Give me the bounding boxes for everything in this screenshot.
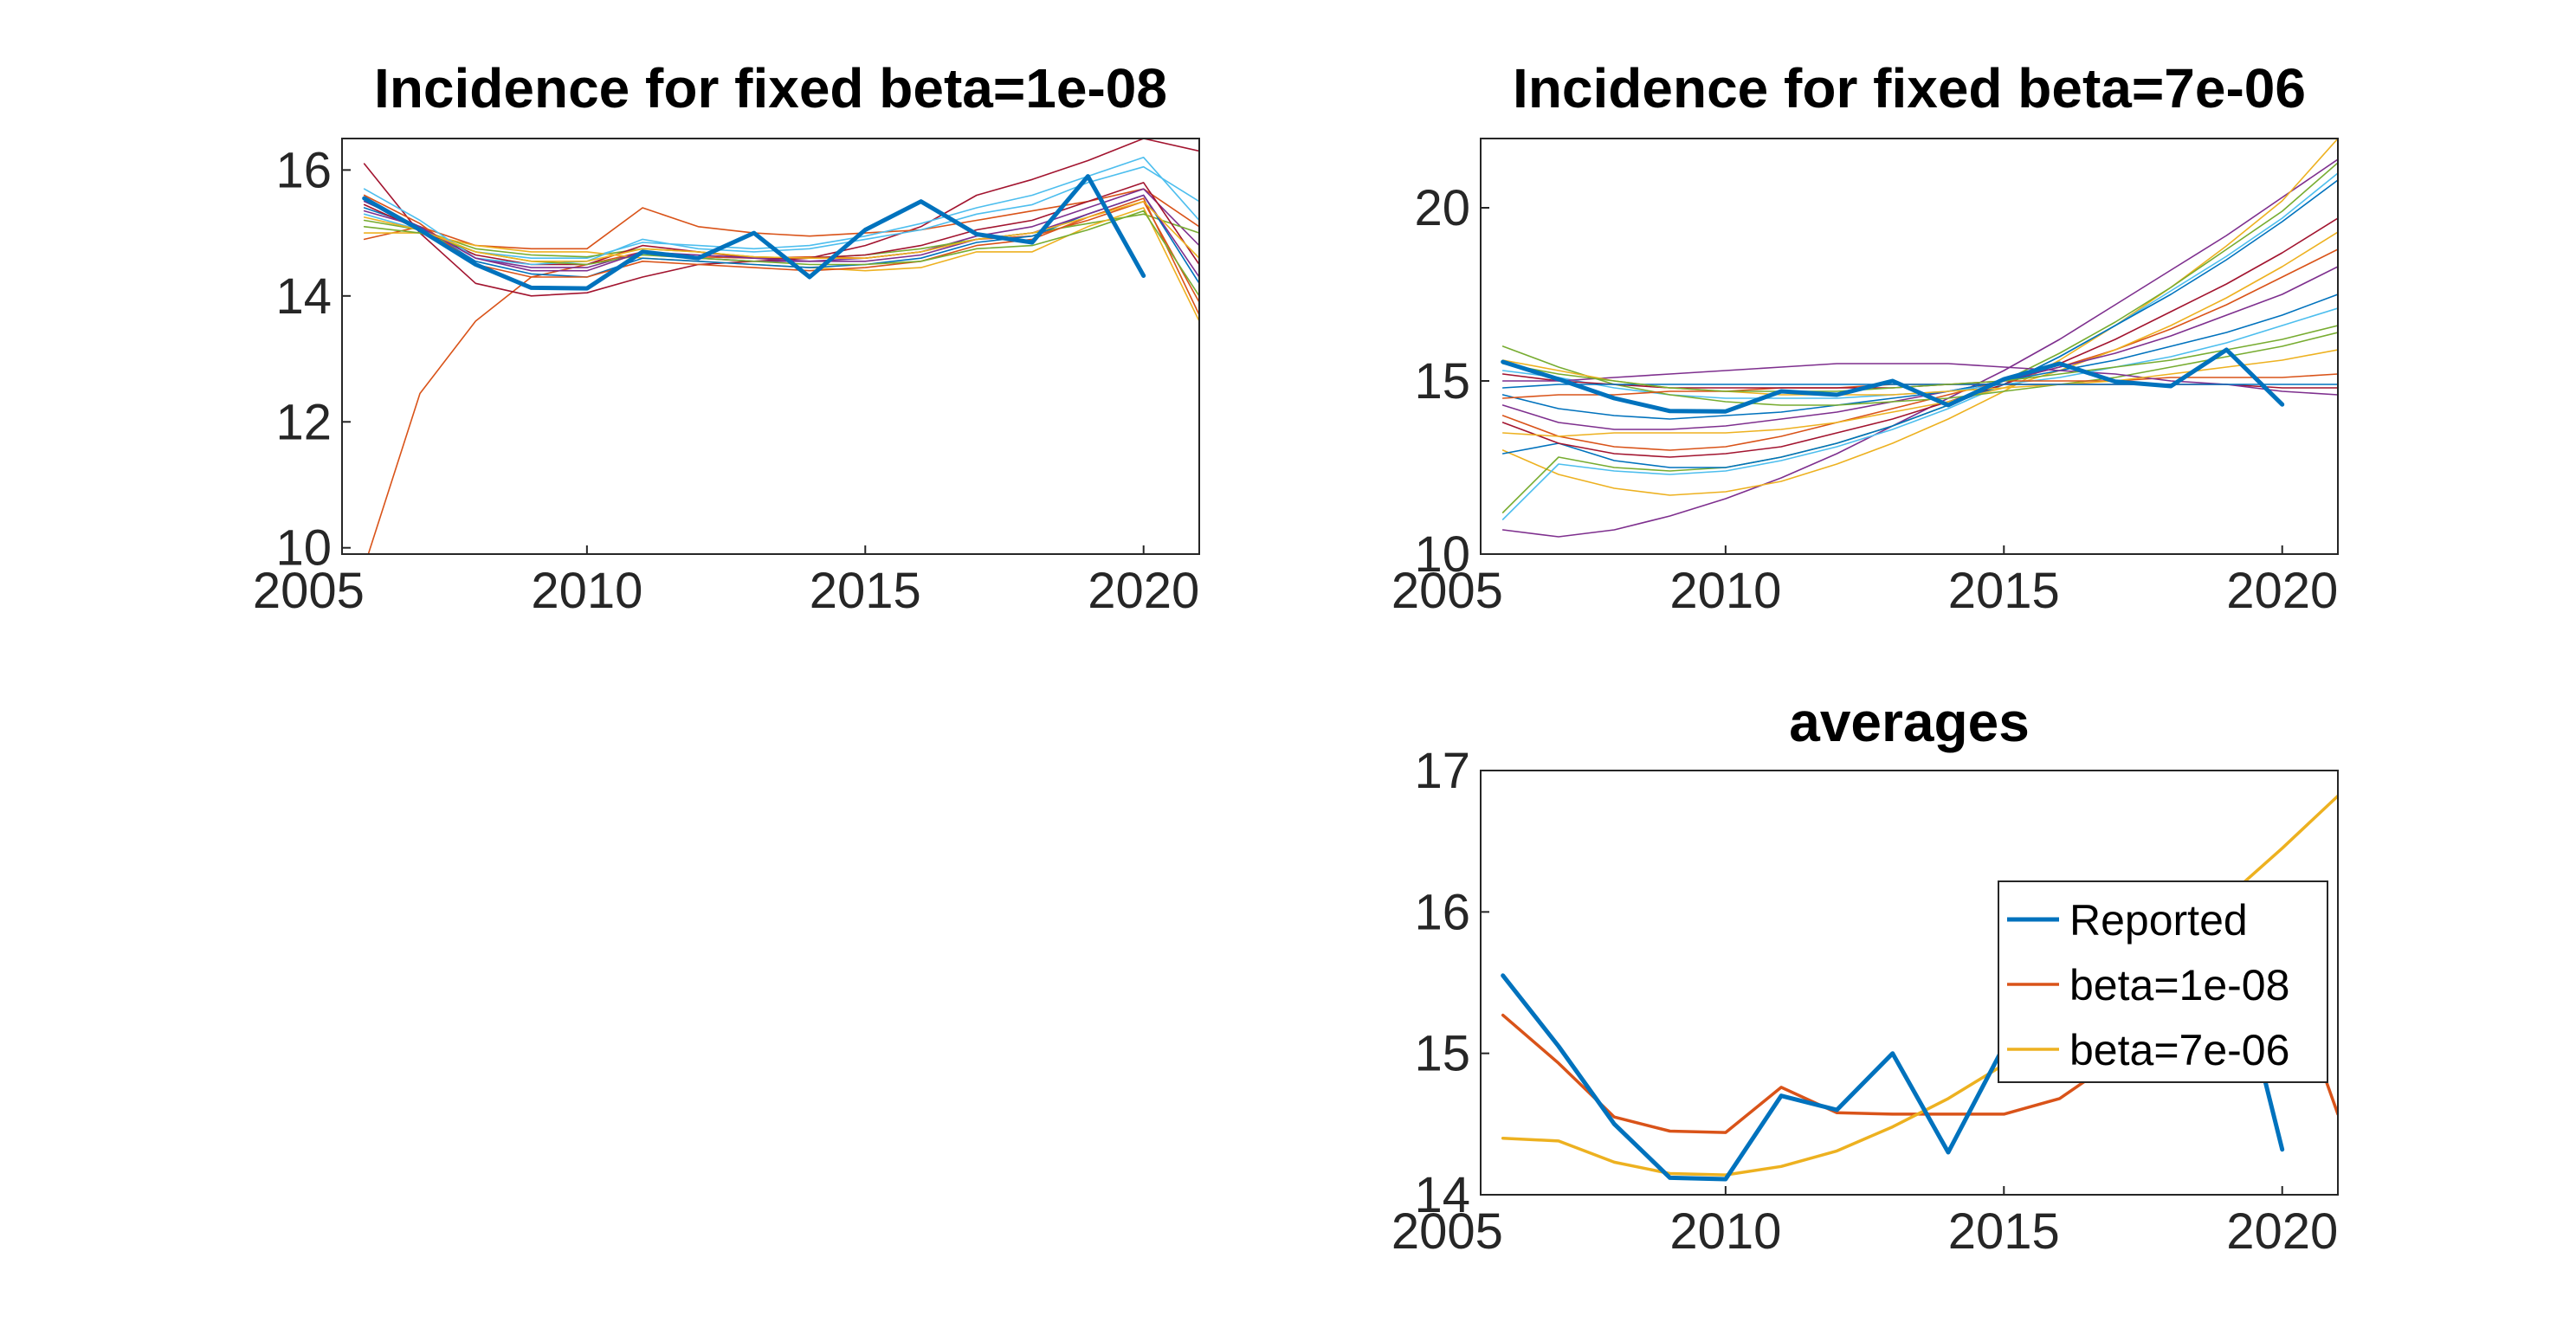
plot-frame <box>341 138 1200 555</box>
y-tick-label: 10 <box>1414 526 1470 583</box>
y-tick-label: 15 <box>1414 1026 1470 1082</box>
x-tick-label: 2010 <box>1669 563 1781 619</box>
series-line-sim-18 <box>1501 325 2338 392</box>
chart-fixed-beta-7e-06: Incidence for fixed beta=7e-06 2005 2010 2… <box>1391 57 2339 619</box>
legend: Reported beta=1e-08 beta=7e-06 <box>1998 880 2328 1083</box>
series-line-sim-11 <box>363 165 1199 266</box>
y-tick-label: 16 <box>275 142 332 198</box>
legend-label-beta-1e-08: beta=1e-08 <box>2069 961 2289 1009</box>
series-line-sim-5 <box>1501 179 2338 468</box>
series-line-sim-6 <box>1501 217 2338 458</box>
x-tick-label: 2010 <box>1669 1203 1781 1260</box>
y-tick-label: 16 <box>1414 884 1470 940</box>
series-line-sim-9 <box>363 194 1199 316</box>
y-tick-label: 17 <box>1414 743 1470 799</box>
series-line-reported <box>362 174 1146 291</box>
chart-averages: averages 2005 2010 2015 2020 14 15 16 17 Report… <box>1391 691 2339 1260</box>
plot-frame <box>1480 138 2339 555</box>
x-tick-label: 2015 <box>1948 1203 2060 1260</box>
series-line-sim-5 <box>363 188 1199 268</box>
chart-title: Incidence for fixed beta=7e-06 <box>1513 57 2306 119</box>
series-line-sim-12 <box>1501 332 2338 406</box>
x-tick-label: 2015 <box>810 563 921 619</box>
y-tick-label: 12 <box>275 394 332 450</box>
y-tick-label: 14 <box>1414 1167 1470 1223</box>
series-layer <box>1501 139 2338 538</box>
x-tick-label: 2015 <box>1948 563 2060 619</box>
y-tick-label: 10 <box>275 520 332 577</box>
tick-layer: 2005 2010 2015 2020 14 15 16 17 <box>1391 743 2338 1260</box>
y-tick-label: 15 <box>1414 353 1470 410</box>
chart-title: averages <box>1789 691 2030 753</box>
chart-title: Incidence for fixed beta=1e-08 <box>374 57 1167 119</box>
y-tick-label: 20 <box>1414 180 1470 236</box>
series-line-sim-2 <box>1501 139 2338 496</box>
x-tick-label: 2020 <box>2226 1203 2338 1260</box>
series-line-sim-8 <box>1501 231 2338 437</box>
legend-label-beta-7e-06: beta=7e-06 <box>2069 1026 2289 1074</box>
plot-frame <box>1480 770 2339 1196</box>
legend-label-reported: Reported <box>2069 896 2248 945</box>
plot-area <box>342 139 1199 554</box>
series-line-sim-7 <box>1501 248 2338 451</box>
y-tick-label: 14 <box>275 268 332 325</box>
x-tick-label: 2020 <box>2226 563 2338 619</box>
series-line-reported <box>1501 347 2285 414</box>
plot-area <box>1481 139 2338 554</box>
x-tick-label: 2005 <box>253 563 365 619</box>
series-layer <box>362 139 1199 554</box>
chart-fixed-beta-1e-08: Incidence for fixed beta=1e-08 2005 2010 2… <box>253 57 1200 619</box>
series-line-sim-3 <box>1501 172 2338 520</box>
tick-layer: 2005 2010 2015 2020 10 15 20 <box>1391 180 2338 619</box>
series-line-sim-13 <box>363 194 1199 278</box>
tick-layer: 2005 2010 2015 2020 10 12 14 16 <box>253 142 1199 619</box>
x-tick-label: 2005 <box>1391 1203 1503 1260</box>
series-line-sim-4 <box>363 157 1199 260</box>
series-line-sim-9 <box>1501 266 2338 430</box>
series-line-sim-1 <box>1501 158 2338 538</box>
series-line-sim-15 <box>1501 363 2338 396</box>
x-tick-label: 2020 <box>1088 563 1199 619</box>
x-tick-label: 2005 <box>1391 563 1503 619</box>
x-tick-label: 2010 <box>531 563 642 619</box>
